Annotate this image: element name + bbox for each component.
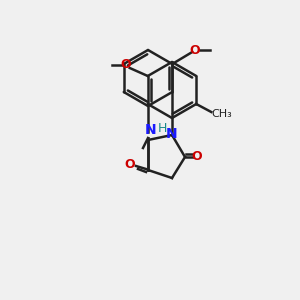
Text: O: O xyxy=(189,44,200,56)
Text: O: O xyxy=(120,58,131,71)
Text: O: O xyxy=(125,158,135,172)
Text: N: N xyxy=(166,127,178,141)
Text: H: H xyxy=(157,122,167,134)
Text: CH₃: CH₃ xyxy=(212,109,232,119)
Text: O: O xyxy=(192,151,202,164)
Text: N: N xyxy=(145,123,157,137)
